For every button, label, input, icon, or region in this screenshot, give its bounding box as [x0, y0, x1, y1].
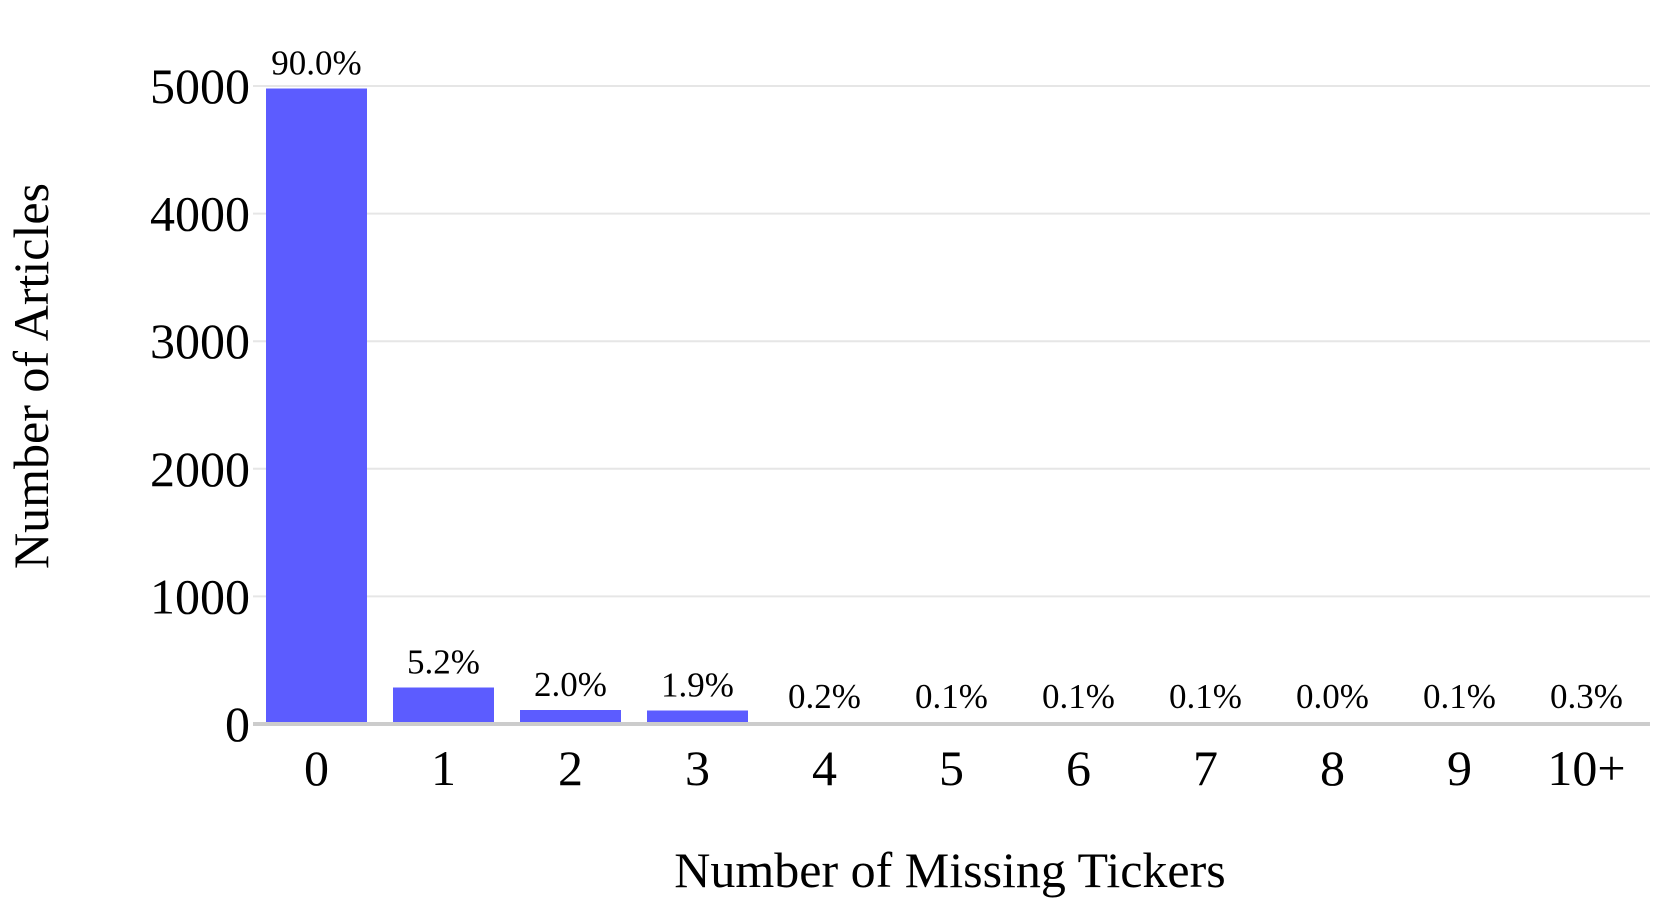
x-tick-label: 5 — [939, 740, 964, 796]
y-tick-label: 5000 — [150, 58, 250, 114]
y-tick-label: 3000 — [150, 313, 250, 369]
data-label: 0.2% — [788, 677, 861, 716]
y-tick-label: 2000 — [150, 441, 250, 497]
y-axis-title: Number of Articles — [3, 183, 59, 569]
gridlines — [253, 85, 1650, 598]
bar-3 — [647, 710, 748, 724]
y-tick-label: 4000 — [150, 186, 250, 242]
x-tick-label: 8 — [1320, 740, 1345, 796]
x-axis-title: Number of Missing Tickers — [674, 842, 1225, 898]
x-tick-label: 3 — [685, 740, 710, 796]
data-label: 2.0% — [534, 665, 607, 704]
data-label: 5.2% — [407, 642, 480, 681]
bar-2 — [520, 709, 621, 724]
x-tick-label: 9 — [1447, 740, 1472, 796]
bar-0 — [266, 88, 367, 724]
x-tick-label: 7 — [1193, 740, 1218, 796]
data-label: 0.1% — [1423, 677, 1496, 716]
y-axis-ticks: 0 1000 2000 3000 4000 5000 — [150, 58, 250, 752]
data-label: 0.1% — [915, 677, 988, 716]
x-tick-label: 1 — [431, 740, 456, 796]
x-axis-ticks: 0 1 2 3 4 5 6 7 8 9 10+ — [304, 740, 1626, 796]
data-label: 90.0% — [271, 44, 361, 83]
x-tick-label: 10+ — [1547, 740, 1625, 796]
data-label: 0.1% — [1169, 677, 1242, 716]
x-tick-label: 4 — [812, 740, 837, 796]
bar-1 — [393, 687, 494, 724]
y-tick-label: 0 — [225, 696, 250, 752]
data-label: 0.0% — [1296, 677, 1369, 716]
data-label: 0.3% — [1550, 677, 1623, 716]
bars — [266, 88, 1637, 724]
x-tick-label: 6 — [1066, 740, 1091, 796]
x-tick-label: 0 — [304, 740, 329, 796]
y-tick-label: 1000 — [150, 568, 250, 624]
data-label: 0.1% — [1042, 677, 1115, 716]
data-labels: 90.0% 5.2% 2.0% 1.9% 0.2% 0.1% 0.1% 0.1% 0.0% 0.1… — [271, 44, 1623, 716]
x-tick-label: 2 — [558, 740, 583, 796]
data-label: 1.9% — [661, 666, 734, 705]
